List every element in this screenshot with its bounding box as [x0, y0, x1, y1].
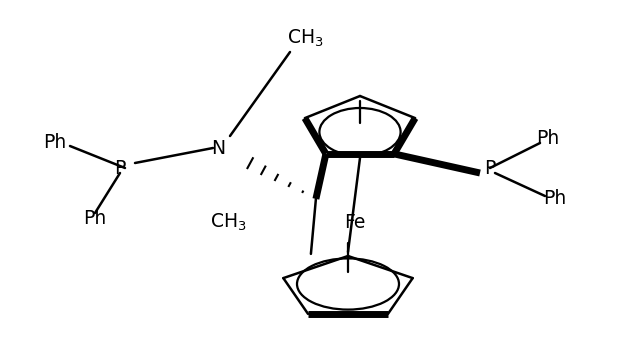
Text: N: N [211, 139, 225, 158]
Text: Ph: Ph [83, 208, 107, 228]
Text: Ph: Ph [536, 129, 559, 148]
Text: CH$_3$: CH$_3$ [210, 211, 246, 233]
Text: Ph: Ph [44, 132, 67, 152]
Text: P: P [115, 158, 125, 177]
Text: Ph: Ph [543, 189, 566, 207]
Text: CH$_3$: CH$_3$ [287, 27, 323, 49]
Text: P: P [484, 158, 496, 177]
Text: Fe: Fe [344, 212, 365, 231]
